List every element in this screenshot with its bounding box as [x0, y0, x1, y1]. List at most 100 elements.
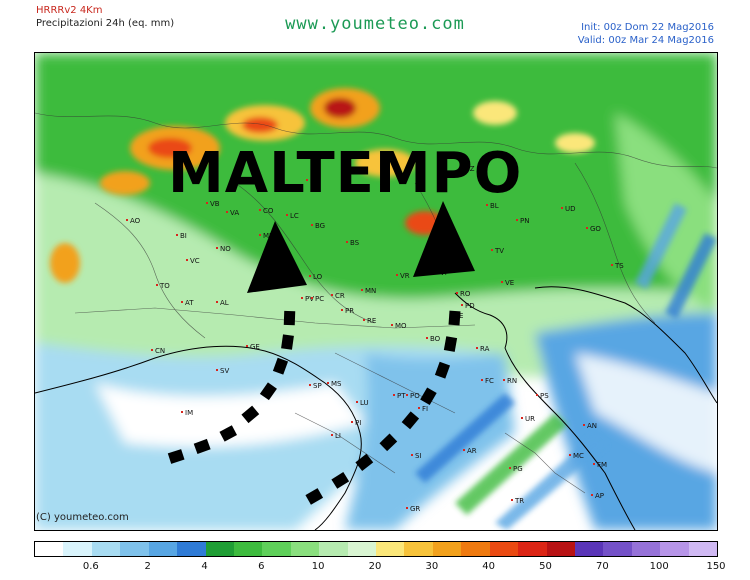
city-marker	[463, 449, 465, 451]
scale-cell	[461, 542, 490, 556]
province-label: PO	[410, 392, 420, 400]
city-marker	[181, 411, 183, 413]
arrow-head-west	[247, 221, 307, 293]
province-label: VB	[210, 200, 220, 208]
city-marker	[418, 407, 420, 409]
city-marker	[516, 219, 518, 221]
city-marker	[486, 204, 488, 206]
scale-label: 10	[311, 561, 325, 572]
city-marker	[361, 289, 363, 291]
scale-cell	[35, 542, 64, 556]
city-marker	[521, 417, 523, 419]
province-label: LC	[290, 212, 299, 220]
site-title[interactable]: www.youmeteo.com	[285, 14, 465, 34]
scale-label: 50	[539, 561, 552, 572]
scale-cell	[404, 542, 433, 556]
province-label: BL	[490, 202, 499, 210]
city-marker	[536, 394, 538, 396]
city-marker	[406, 394, 408, 396]
city-marker	[216, 301, 218, 303]
scale-label: 2	[144, 561, 151, 572]
province-label: PD	[465, 302, 475, 310]
scale-cell	[120, 542, 149, 556]
province-label: PG	[513, 465, 523, 473]
city-marker	[327, 382, 329, 384]
province-label: PN	[520, 217, 529, 225]
province-label: FC	[485, 377, 494, 385]
province-label: GE	[250, 343, 260, 351]
scale-cell	[177, 542, 206, 556]
province-label: NO	[220, 245, 231, 253]
scale-cell	[688, 542, 718, 556]
product-label: Precipitazioni 24h (eq. mm)	[36, 18, 175, 29]
scale-cell	[518, 542, 547, 556]
scale-label: 4	[201, 561, 208, 572]
province-label: IM	[185, 409, 193, 417]
dotted-paths	[167, 310, 461, 505]
scale-cell	[262, 542, 291, 556]
province-label: LU	[360, 399, 369, 407]
province-label: UD	[565, 205, 576, 213]
province-label: GR	[410, 505, 420, 513]
precipitation-map: AOBIVCNOVBVACOLCSOBGBSMBMILOTOATALCNSVIM…	[34, 52, 718, 531]
province-label: MC	[573, 452, 584, 460]
province-label: AO	[130, 217, 141, 225]
city-marker	[511, 499, 513, 501]
arrow-head-east	[413, 201, 475, 277]
city-marker	[286, 214, 288, 216]
scale-cell	[376, 542, 405, 556]
city-marker	[411, 454, 413, 456]
city-marker	[311, 297, 313, 299]
province-label: AL	[220, 299, 229, 307]
valid-time: Valid: 00z Mar 24 Mag2016	[577, 35, 714, 46]
city-marker	[346, 241, 348, 243]
city-marker	[591, 494, 593, 496]
city-marker	[216, 369, 218, 371]
province-label: CO	[263, 207, 274, 215]
scale-cell	[290, 542, 320, 556]
scale-label: 150	[706, 561, 726, 572]
city-marker	[491, 249, 493, 251]
city-marker	[569, 454, 571, 456]
province-label: TO	[159, 282, 170, 290]
scale-label: 0.6	[82, 561, 99, 572]
scale-label: 70	[595, 561, 609, 572]
scale-cell	[148, 542, 178, 556]
province-label: PI	[355, 419, 361, 427]
city-marker	[206, 202, 208, 204]
city-marker	[351, 421, 353, 423]
precip-field	[35, 53, 717, 530]
city-marker	[311, 224, 313, 226]
province-label: PV	[305, 295, 314, 303]
city-marker	[461, 304, 463, 306]
city-marker	[156, 284, 158, 286]
intense-cells	[50, 88, 595, 283]
province-label: RN	[507, 377, 517, 385]
city-marker	[583, 424, 585, 426]
city-marker	[126, 219, 128, 221]
province-label: AP	[595, 492, 604, 500]
city-marker	[216, 247, 218, 249]
scale-label: 40	[482, 561, 496, 572]
scale-cell	[575, 542, 604, 556]
city-marker	[331, 294, 333, 296]
province-label: SP	[313, 382, 322, 390]
color-scale	[34, 541, 718, 557]
scale-cell	[347, 542, 377, 556]
precip-bands	[415, 203, 717, 530]
province-label: CR	[335, 292, 345, 300]
province-label: MB	[263, 232, 274, 240]
scale-cell	[319, 542, 348, 556]
city-marker	[341, 309, 343, 311]
province-label: TS	[614, 262, 624, 270]
scale-cell	[205, 542, 234, 556]
run-info: Init: 00z Dom 22 Mag2016 Valid: 00z Mar …	[578, 21, 714, 47]
overlay-headline: MALTEMPO	[168, 141, 523, 206]
city-marker	[396, 274, 398, 276]
city-marker	[363, 319, 365, 321]
city-marker	[181, 301, 183, 303]
city-marker	[501, 281, 503, 283]
city-marker	[503, 379, 505, 381]
province-label: SV	[220, 367, 229, 375]
city-marker	[226, 211, 228, 213]
